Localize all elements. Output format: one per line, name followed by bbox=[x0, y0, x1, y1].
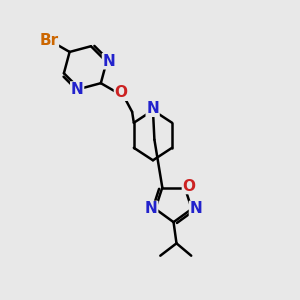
Text: N: N bbox=[146, 101, 159, 116]
Text: N: N bbox=[103, 54, 115, 69]
Text: N: N bbox=[71, 82, 83, 97]
Text: N: N bbox=[145, 201, 158, 216]
Text: O: O bbox=[182, 178, 195, 194]
Text: O: O bbox=[114, 85, 128, 100]
Text: Br: Br bbox=[39, 33, 58, 48]
Text: N: N bbox=[190, 201, 202, 216]
